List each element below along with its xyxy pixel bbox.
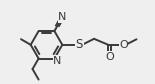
Text: N: N (53, 56, 62, 66)
Text: O: O (119, 40, 128, 50)
Text: O: O (105, 52, 114, 62)
Text: S: S (76, 38, 83, 51)
Text: N: N (58, 12, 66, 22)
